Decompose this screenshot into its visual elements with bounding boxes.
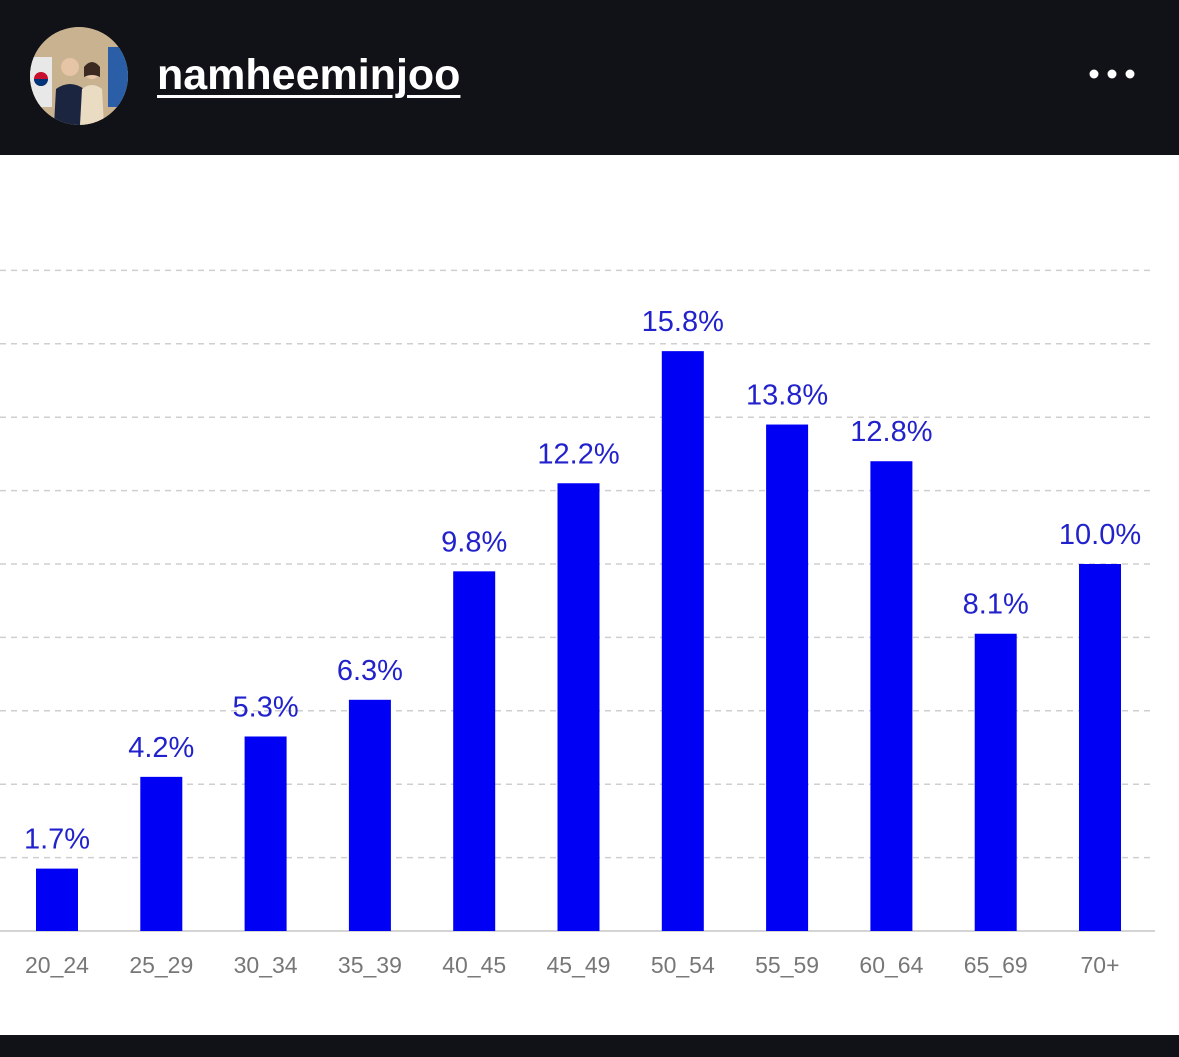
bar-20_24 — [36, 868, 78, 931]
profile-photo-avatar-icon — [30, 27, 128, 125]
username-link[interactable]: namheeminjoo — [157, 51, 461, 99]
data-label-50_54: 15.8% — [642, 306, 724, 338]
bar-25_29 — [140, 776, 183, 931]
bar-50_54 — [661, 351, 704, 931]
profile-avatar[interactable] — [30, 27, 128, 125]
bar-70+ — [1079, 564, 1121, 931]
data-label-70+: 10.0% — [1059, 519, 1141, 551]
data-label-65_69: 8.1% — [963, 589, 1029, 621]
data-label-45_49: 12.2% — [537, 438, 619, 470]
chart-area: 1.7% 4.2% 5.3% 6.3% 9.8% 12.2% 15.8% 13.8% 12.8%… — [0, 155, 1179, 1035]
chart-data-labels: 1.7% 4.2% 5.3% 6.3% 9.8% 12.2% 15.8% 13.8% 12.8%… — [24, 306, 1141, 855]
x-tick-20_24: 20_24 — [25, 952, 89, 978]
bar-60_64 — [870, 461, 913, 931]
more-options-icon — [1089, 69, 1135, 79]
bar-40_45 — [453, 571, 496, 931]
more-options-button[interactable] — [1080, 52, 1144, 96]
data-label-40_45: 9.8% — [441, 526, 507, 558]
x-tick-45_49: 45_49 — [547, 952, 611, 978]
bar-30_34 — [244, 736, 287, 931]
x-tick-25_29: 25_29 — [129, 952, 193, 978]
post-footer — [0, 1035, 1179, 1057]
x-tick-30_34: 30_34 — [234, 952, 298, 978]
chart-x-ticks: 20_24 25_29 30_34 35_39 40_45 45_49 50_54 55_59… — [25, 952, 1119, 978]
bar-35_39 — [348, 699, 391, 931]
data-label-60_64: 12.8% — [850, 416, 932, 448]
data-label-30_34: 5.3% — [233, 691, 299, 723]
post-header: namheeminjoo — [0, 0, 1179, 155]
data-label-35_39: 6.3% — [337, 655, 403, 687]
x-tick-60_64: 60_64 — [859, 952, 923, 978]
chart-bars — [36, 351, 1121, 931]
x-tick-65_69: 65_69 — [964, 952, 1028, 978]
data-label-25_29: 4.2% — [128, 732, 194, 764]
bar-65_69 — [974, 633, 1017, 931]
x-tick-40_45: 40_45 — [442, 952, 506, 978]
bar-55_59 — [766, 424, 809, 931]
data-label-20_24: 1.7% — [24, 824, 90, 856]
x-tick-35_39: 35_39 — [338, 952, 402, 978]
data-label-55_59: 13.8% — [746, 380, 828, 412]
x-tick-70+: 70+ — [1080, 952, 1119, 978]
x-tick-55_59: 55_59 — [755, 952, 819, 978]
x-tick-50_54: 50_54 — [651, 952, 715, 978]
bar-45_49 — [557, 483, 600, 931]
bar-chart: 1.7% 4.2% 5.3% 6.3% 9.8% 12.2% 15.8% 13.8% 12.8%… — [0, 269, 1155, 978]
